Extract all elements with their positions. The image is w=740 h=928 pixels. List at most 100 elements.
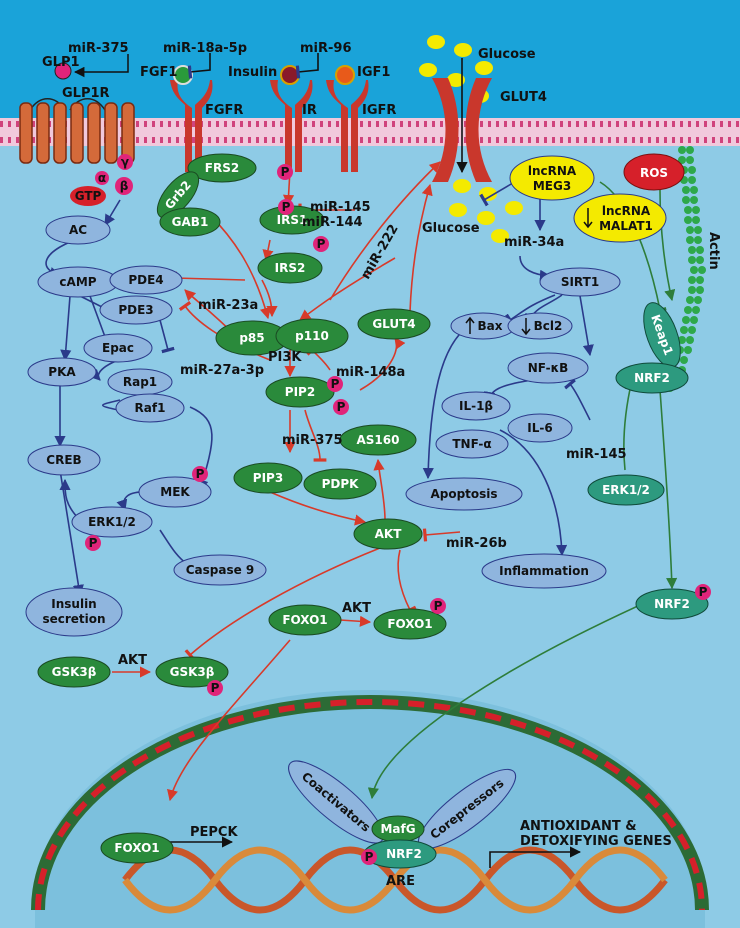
svg-text:ROS: ROS xyxy=(640,166,668,180)
label-mir34a: miR-34a xyxy=(504,235,564,250)
svg-text:Caspase 9: Caspase 9 xyxy=(186,563,255,577)
svg-text:Insulin: Insulin xyxy=(51,597,96,611)
svg-text:AC: AC xyxy=(69,223,87,237)
svg-text:P: P xyxy=(89,536,98,550)
svg-text:NRF2: NRF2 xyxy=(634,371,670,385)
label-glucose-top: Glucose xyxy=(478,47,536,62)
node-irs1: IRS1 xyxy=(259,205,325,235)
node-glut4-cyto: GLUT4 xyxy=(357,308,431,340)
node-keap1: Keap1 xyxy=(643,302,681,368)
label-glp1: GLP1 xyxy=(42,55,80,70)
node-p85: p85 xyxy=(215,320,289,356)
label-igf1: IGF1 xyxy=(357,65,390,80)
svg-text:PIP3: PIP3 xyxy=(253,471,283,485)
node-tnfa: TNF-α xyxy=(435,429,509,459)
node-foxo1-b: FOXO1 xyxy=(373,608,447,640)
label-mir145-irs: miR-145 xyxy=(310,200,371,215)
svg-text:PIP2: PIP2 xyxy=(285,385,315,399)
node-ros: ROS xyxy=(623,153,685,191)
label-pi3k: PI3K xyxy=(268,350,302,365)
svg-text:IL-6: IL-6 xyxy=(527,421,552,435)
svg-text:ERK1/2: ERK1/2 xyxy=(88,515,136,529)
svg-text:MEG3: MEG3 xyxy=(533,179,571,193)
node-camp: cAMP xyxy=(37,266,119,298)
svg-text:FOXO1: FOXO1 xyxy=(282,613,327,627)
label-fgf1: FGF1 xyxy=(140,65,177,80)
label-igfr: IGFR xyxy=(362,103,396,118)
label-mir23a: miR-23a xyxy=(198,298,258,313)
svg-text:MALAT1: MALAT1 xyxy=(599,219,653,233)
svg-text:IRS2: IRS2 xyxy=(275,261,306,275)
node-il1b: IL-1β xyxy=(441,391,511,421)
svg-text:IL-1β: IL-1β xyxy=(459,399,493,413)
node-p110: p110 xyxy=(275,318,349,354)
svg-text:FRS2: FRS2 xyxy=(205,161,239,175)
node-pip3: PIP3 xyxy=(233,462,303,494)
label-fgfr: FGFR xyxy=(205,103,243,118)
svg-text:cAMP: cAMP xyxy=(59,275,96,289)
node-sirt1: SIRT1 xyxy=(539,267,621,297)
svg-text:NRF2: NRF2 xyxy=(386,847,422,861)
node-gsk3b-b: GSK3β xyxy=(155,656,229,688)
svg-text:Raf1: Raf1 xyxy=(135,401,166,415)
node-frs2: FRS2 xyxy=(187,153,257,183)
svg-text:AS160: AS160 xyxy=(357,433,400,447)
node-caspase9: Caspase 9 xyxy=(173,554,267,586)
node-inflammation: Inflammation xyxy=(481,553,607,589)
label-insulin: Insulin xyxy=(228,65,277,80)
svg-text:P: P xyxy=(281,165,290,179)
node-bax: Bax xyxy=(450,312,516,340)
label-antioxidant-1: ANTIOXIDANT & xyxy=(520,819,637,834)
mir375-arrow xyxy=(73,54,129,78)
svg-text:Rap1: Rap1 xyxy=(123,375,157,389)
node-pdpk: PDPK xyxy=(303,468,377,500)
node-pip2: PIP2 xyxy=(265,376,335,408)
node-erk12-right: ERK1/2 xyxy=(587,474,665,506)
svg-text:secretion: secretion xyxy=(42,612,105,626)
svg-text:P: P xyxy=(699,585,708,599)
node-gsk3b-a: GSK3β xyxy=(37,656,111,688)
node-nrf2-b: NRF2 xyxy=(635,588,709,620)
svg-text:Apoptosis: Apoptosis xyxy=(430,487,497,501)
svg-text:GSK3β: GSK3β xyxy=(170,665,215,679)
label-mir145-il6: miR-145 xyxy=(566,447,627,462)
svg-text:P: P xyxy=(337,400,346,414)
label-mir148a: miR-148a xyxy=(336,365,405,380)
label-mir26b: miR-26b xyxy=(446,536,507,551)
node-gab1: GAB1 xyxy=(159,207,221,237)
label-mir27a: miR-27a-3p xyxy=(180,363,264,378)
svg-text:NRF2: NRF2 xyxy=(654,597,690,611)
svg-text:AKT: AKT xyxy=(375,527,403,541)
label-pepck: PEPCK xyxy=(190,825,238,840)
svg-text:lncRNA: lncRNA xyxy=(602,204,651,218)
up-arrow-icon xyxy=(465,316,475,334)
label-actin: Actin xyxy=(706,232,721,270)
node-erk12-left: ERK1/2 xyxy=(71,506,153,538)
node-creb: CREB xyxy=(27,444,101,476)
node-nrf2-a: NRF2 xyxy=(615,362,689,394)
label-glut4-membrane: GLUT4 xyxy=(500,90,547,105)
svg-text:PKA: PKA xyxy=(48,365,76,379)
svg-text:P: P xyxy=(317,237,326,251)
svg-text:PDPK: PDPK xyxy=(322,477,360,491)
alpha-label: α xyxy=(98,171,106,185)
svg-text:Inflammation: Inflammation xyxy=(499,564,589,578)
node-ac: AC xyxy=(45,215,111,245)
svg-text:P: P xyxy=(331,377,340,391)
glp1-ligand xyxy=(54,62,72,80)
label-akt-foxo: AKT xyxy=(342,601,371,616)
svg-text:GLUT4: GLUT4 xyxy=(372,317,415,331)
svg-text:P: P xyxy=(282,200,291,214)
node-irs2: IRS2 xyxy=(257,252,323,284)
down-arrow-icon xyxy=(583,208,593,229)
node-pka: PKA xyxy=(27,357,97,387)
svg-text:PDE4: PDE4 xyxy=(128,273,163,287)
label-mir18a: miR-18a-5p xyxy=(163,41,247,56)
label-mir375-pip: miR-375 xyxy=(282,433,343,448)
svg-text:P: P xyxy=(434,599,443,613)
label-mir144: miR-144 xyxy=(302,215,363,230)
